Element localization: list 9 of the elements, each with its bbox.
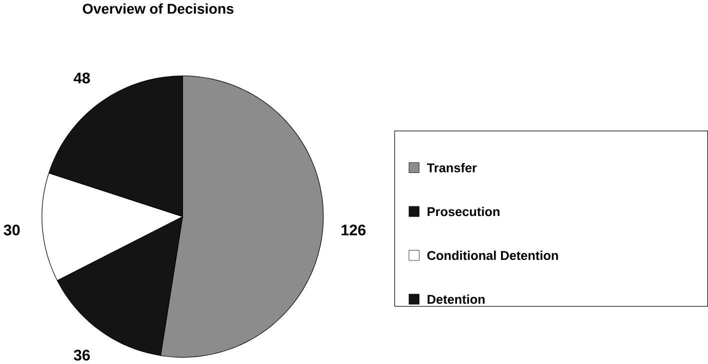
data-label: 48 xyxy=(74,72,90,84)
legend-label: Conditional Detention xyxy=(427,250,558,260)
data-label: 126 xyxy=(342,224,366,236)
data-label: 36 xyxy=(74,350,90,361)
legend-label: Transfer xyxy=(426,162,477,172)
data-label: 30 xyxy=(4,224,20,236)
chart-title: Overview of Decisions xyxy=(82,3,234,14)
legend-label: Prosecution xyxy=(428,206,500,216)
legend-label: Detention xyxy=(428,294,485,304)
